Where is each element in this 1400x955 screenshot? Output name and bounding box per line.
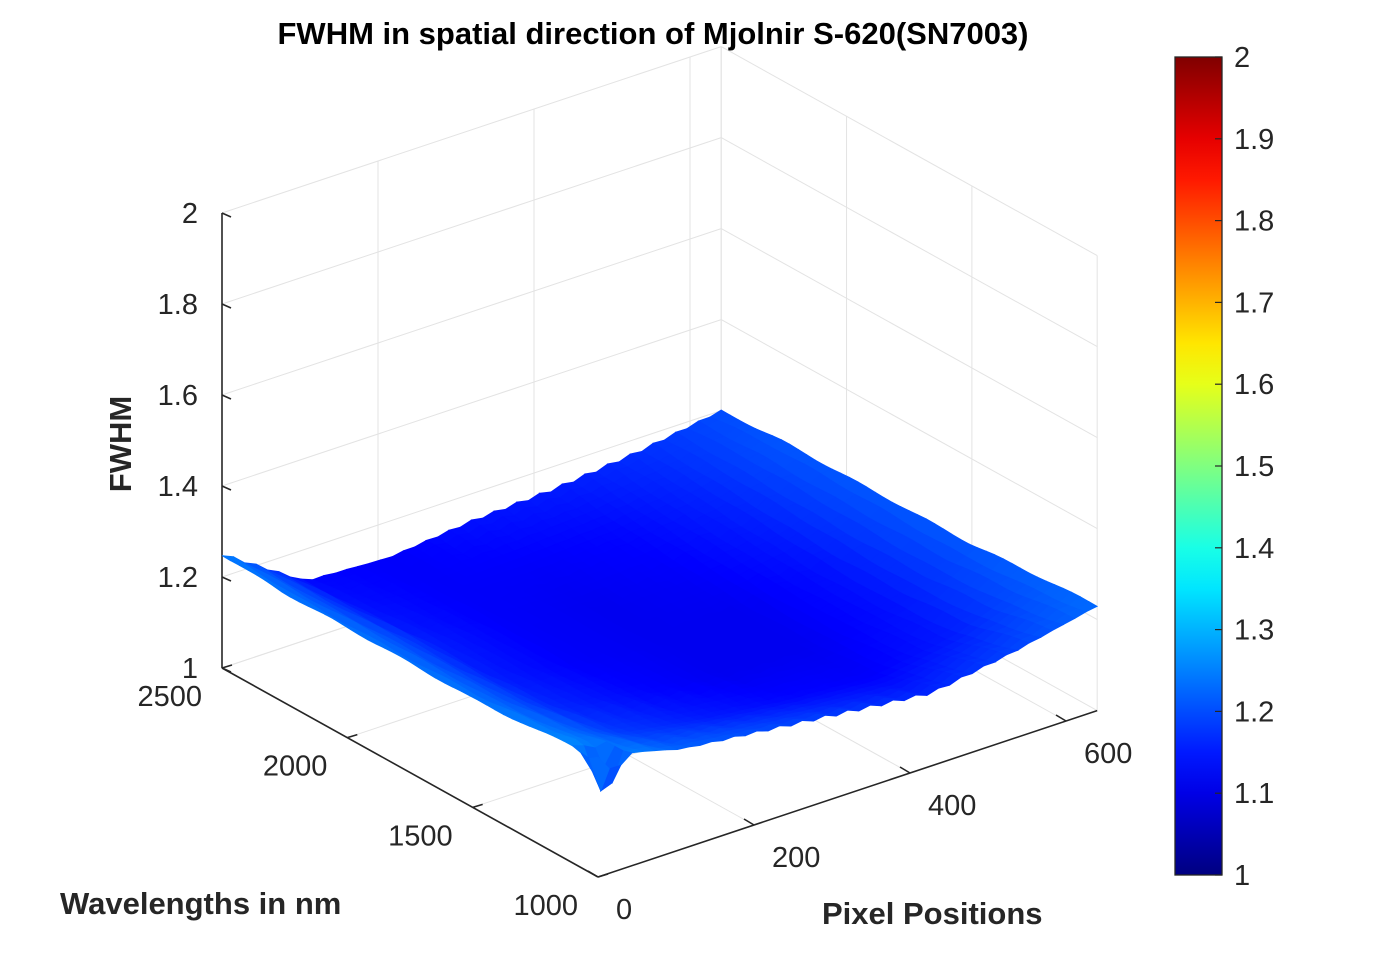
chart-title: FWHM in spatial direction of Mjolnir S-6… [278, 16, 1029, 51]
wall-gridline [720, 228, 1098, 439]
z-axis-label: FWHM [103, 396, 138, 492]
z-tick [221, 394, 232, 400]
x-tick-label: 0 [616, 894, 632, 926]
y-tick-label: 2000 [263, 751, 328, 783]
y-tick-label: 2500 [137, 681, 202, 713]
x-axis-label: Pixel Positions [822, 896, 1043, 931]
colorbar-tick-label: 1.8 [1234, 206, 1274, 238]
y-tick [221, 664, 233, 669]
x-tick-label: 600 [1084, 738, 1132, 770]
colorbar-tick-label: 1.9 [1234, 124, 1274, 156]
colorbar-tick-label: 1.4 [1234, 533, 1274, 565]
z-tick-label: 1.4 [158, 471, 198, 503]
wall-gridline [720, 137, 1098, 348]
z-tick [221, 485, 232, 491]
colorbar-tick-label: 1.6 [1234, 369, 1274, 401]
wall-gridline [720, 319, 1098, 530]
x-tick [899, 766, 911, 774]
colorbar-tick-label: 2 [1234, 42, 1250, 74]
tick-labels: 1 1.2 1.4 1.6 1.8 2 1000 1500 2000 2500 0 200 400 600 [137, 198, 1132, 926]
y-tick-label: 1500 [388, 820, 453, 852]
wall-gridline [221, 410, 722, 578]
colorbar-tick-label: 1.7 [1234, 287, 1274, 319]
z-tick [221, 667, 232, 673]
z-tick-label: 1 [182, 653, 198, 685]
z-tick [221, 303, 232, 309]
y-tick [472, 803, 483, 809]
x-tick-label: 400 [928, 790, 976, 822]
colorbar-tick-label: 1 [1234, 860, 1250, 892]
x-tick [743, 818, 755, 826]
wall-gridline [221, 319, 722, 487]
surface-patch [588, 756, 610, 793]
y-tick-label: 1000 [513, 890, 578, 922]
colorbar-tick-label: 1.3 [1234, 615, 1274, 647]
surface [221, 409, 1099, 793]
x-axis-line [597, 709, 1098, 878]
wall-gridline [221, 137, 722, 305]
z-tick-label: 1.2 [158, 562, 198, 594]
z-tick [221, 212, 232, 218]
z-tick-label: 1.6 [158, 380, 198, 412]
y-tick [597, 873, 609, 878]
colorbar-tick-label: 1.2 [1234, 696, 1274, 728]
x-tick [587, 870, 599, 878]
wall-gridline [221, 46, 722, 214]
z-tick [221, 576, 232, 582]
colorbar-tick-label: 1.5 [1234, 451, 1274, 483]
colorbar-gradient [1174, 56, 1223, 876]
wall-gridline [720, 46, 1098, 257]
x-tick-label: 200 [772, 842, 820, 874]
axes [221, 212, 1098, 878]
z-tick-label: 2 [182, 198, 198, 230]
colorbar-tick-label: 1.1 [1234, 778, 1274, 810]
y-tick [347, 733, 358, 739]
y-axis-line [221, 667, 599, 878]
y-axis-label: Wavelengths in nm [60, 886, 341, 921]
colorbar: 1 1.1 1.2 1.3 1.4 1.5 1.6 1.7 1.8 1.9 2 [1174, 42, 1274, 892]
z-tick-label: 1.8 [158, 289, 198, 321]
x-tick [1055, 714, 1067, 722]
wall-gridline [221, 228, 722, 396]
